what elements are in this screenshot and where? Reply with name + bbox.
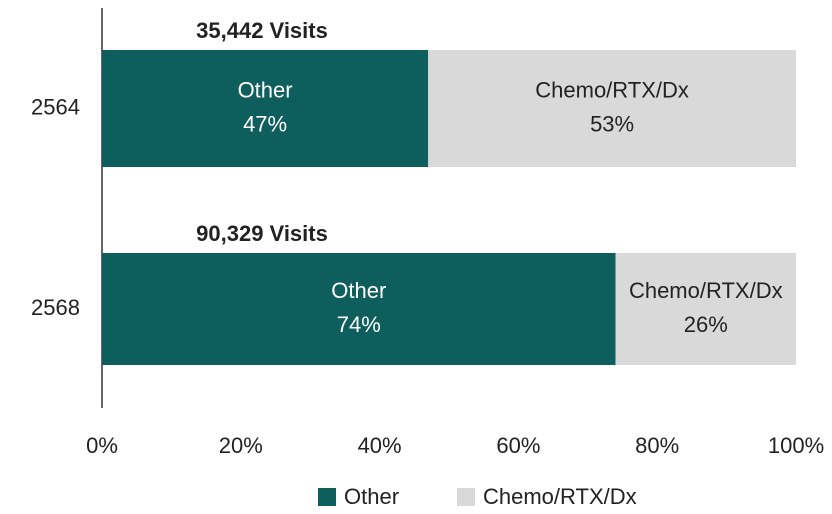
value-label: 47%	[243, 111, 287, 136]
annotation: 35,442 Visits	[196, 18, 328, 43]
x-tick-label: 0%	[86, 433, 118, 458]
x-tick-label: 60%	[496, 433, 540, 458]
bar-segment	[102, 253, 616, 365]
legend-swatch	[318, 488, 336, 506]
segment-name: Other	[238, 77, 293, 102]
segment-name: Chemo/RTX/Dx	[535, 77, 689, 102]
x-tick-label: 20%	[219, 433, 263, 458]
x-tick-label: 40%	[358, 433, 402, 458]
legend-label: Other	[344, 484, 399, 509]
bar-segment	[102, 50, 429, 167]
x-tick-label: 100%	[768, 433, 824, 458]
annotation: 90,329 Visits	[196, 221, 328, 246]
bar-segment	[615, 253, 796, 365]
legend-label: Chemo/RTX/Dx	[483, 484, 637, 509]
value-label: 74%	[337, 312, 381, 337]
value-label: 26%	[684, 312, 728, 337]
bar-segment	[428, 50, 796, 167]
segment-name: Other	[331, 278, 386, 303]
y-tick-label: 2564	[31, 94, 80, 119]
y-tick-label: 2568	[31, 295, 80, 320]
x-tick-label: 80%	[635, 433, 679, 458]
legend-swatch	[457, 488, 475, 506]
segment-name: Chemo/RTX/Dx	[629, 278, 783, 303]
value-label: 53%	[590, 111, 634, 136]
